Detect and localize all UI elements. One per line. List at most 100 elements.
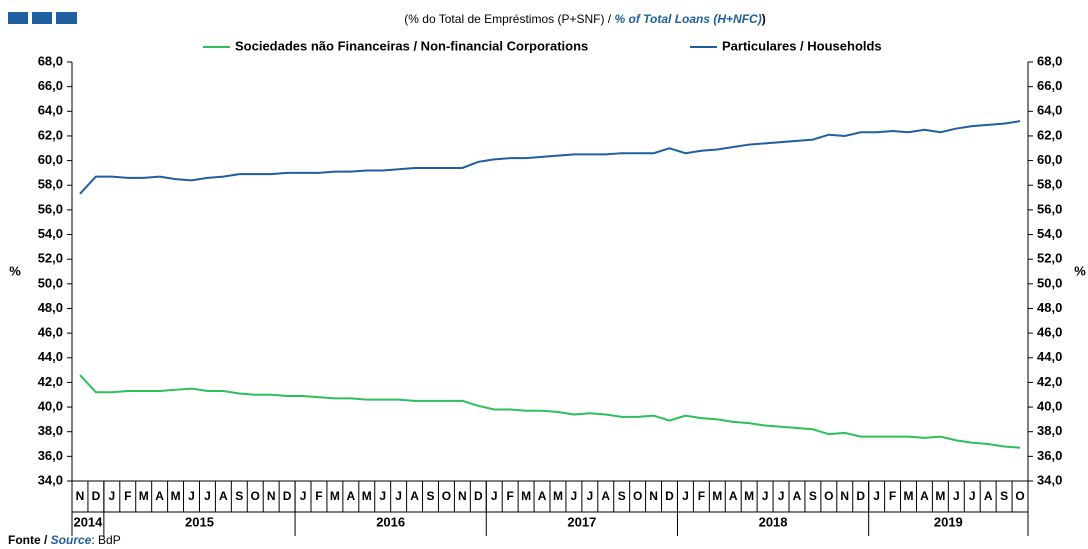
y2-tick-label: 62,0 — [1037, 127, 1062, 142]
x-tick-label: M — [330, 489, 340, 503]
y-tick-label: 40,0 — [38, 398, 63, 413]
x-tick-label: J — [395, 489, 402, 503]
year-label: 2015 — [185, 514, 214, 529]
x-tick-label: J — [300, 489, 307, 503]
x-tick-label: F — [506, 489, 513, 503]
x-tick-label: J — [204, 489, 211, 503]
y-tick-label: 62,0 — [38, 127, 63, 142]
y2-axis-label: % — [1074, 263, 1086, 278]
series-line — [79, 374, 1021, 449]
x-tick-label: J — [379, 489, 386, 503]
x-tick-label: A — [155, 489, 164, 503]
x-tick-label: A — [219, 489, 228, 503]
y2-tick-label: 36,0 — [1037, 448, 1062, 463]
x-tick-label: S — [235, 489, 243, 503]
series-line — [79, 120, 1021, 195]
x-tick-label: F — [889, 489, 896, 503]
y-tick-label: 56,0 — [38, 201, 63, 216]
x-tick-label: O — [824, 489, 833, 503]
x-tick-label: A — [729, 489, 738, 503]
year-label: 2019 — [934, 514, 963, 529]
y2-tick-label: 68,0 — [1037, 53, 1062, 68]
y2-tick-label: 46,0 — [1037, 325, 1062, 340]
y2-tick-label: 40,0 — [1037, 398, 1062, 413]
y2-tick-label: 38,0 — [1037, 423, 1062, 438]
x-tick-label: D — [474, 489, 483, 503]
y-axis-label: % — [9, 263, 21, 278]
x-tick-label: D — [283, 489, 292, 503]
y-tick-label: 42,0 — [38, 374, 63, 389]
y2-tick-label: 64,0 — [1037, 103, 1062, 118]
x-tick-label: J — [762, 489, 769, 503]
year-label: 2014 — [73, 514, 103, 529]
x-tick-label: J — [682, 489, 689, 503]
x-tick-label: M — [904, 489, 914, 503]
y-tick-label: 52,0 — [38, 251, 63, 266]
x-tick-label: A — [984, 489, 993, 503]
x-tick-label: M — [171, 489, 181, 503]
y-tick-label: 44,0 — [38, 349, 63, 364]
x-tick-label: F — [315, 489, 322, 503]
x-tick-label: J — [778, 489, 785, 503]
y-tick-label: 50,0 — [38, 275, 63, 290]
x-tick-label: M — [521, 489, 531, 503]
legend-label: Particulares / Households — [722, 38, 882, 53]
x-tick-label: J — [953, 489, 960, 503]
x-tick-label: O — [251, 489, 260, 503]
logo-block — [56, 12, 77, 24]
x-tick-label: A — [538, 489, 547, 503]
x-tick-label: O — [442, 489, 451, 503]
legend-label: Sociedades não Financeiras / Non-financi… — [235, 38, 588, 53]
x-tick-label: M — [744, 489, 754, 503]
x-tick-label: J — [873, 489, 880, 503]
y-tick-label: 34,0 — [38, 472, 63, 487]
x-tick-label: S — [618, 489, 626, 503]
x-tick-label: N — [649, 489, 658, 503]
x-tick-label: O — [1015, 489, 1024, 503]
source: Fonte / Source: BdP — [8, 533, 121, 547]
y-tick-label: 68,0 — [38, 53, 63, 68]
source-pt: Fonte / — [8, 533, 51, 547]
y-tick-label: 60,0 — [38, 152, 63, 167]
title-en: % of Total Loans (H+NFC) — [614, 12, 761, 26]
y2-tick-label: 44,0 — [1037, 349, 1062, 364]
y2-tick-label: 54,0 — [1037, 226, 1062, 241]
x-tick-label: D — [92, 489, 101, 503]
x-tick-label: A — [601, 489, 610, 503]
y2-tick-label: 34,0 — [1037, 472, 1062, 487]
year-label: 2018 — [759, 514, 788, 529]
x-tick-label: J — [969, 489, 976, 503]
logo-block — [8, 12, 28, 24]
x-tick-label: D — [665, 489, 674, 503]
logo-block — [32, 12, 52, 24]
x-tick-label: M — [935, 489, 945, 503]
y-tick-label: 66,0 — [38, 78, 63, 93]
x-tick-label: J — [491, 489, 498, 503]
y2-tick-label: 42,0 — [1037, 374, 1062, 389]
x-tick-label: N — [267, 489, 276, 503]
x-tick-label: F — [698, 489, 705, 503]
x-tick-label: M — [362, 489, 372, 503]
x-tick-label: F — [124, 489, 131, 503]
y2-tick-label: 50,0 — [1037, 275, 1062, 290]
y-tick-label: 48,0 — [38, 300, 63, 315]
y-tick-label: 36,0 — [38, 448, 63, 463]
y-tick-label: 58,0 — [38, 177, 63, 192]
x-tick-label: M — [139, 489, 149, 503]
y2-tick-label: 56,0 — [1037, 201, 1062, 216]
x-tick-label: J — [571, 489, 578, 503]
x-tick-label: N — [458, 489, 467, 503]
source-en: Source — [51, 533, 92, 547]
year-label: 2016 — [376, 514, 405, 529]
x-tick-label: D — [856, 489, 865, 503]
x-tick-label: J — [188, 489, 195, 503]
x-tick-label: A — [793, 489, 802, 503]
y2-tick-label: 66,0 — [1037, 78, 1062, 93]
x-tick-label: A — [410, 489, 419, 503]
x-tick-label: S — [809, 489, 817, 503]
y-tick-label: 46,0 — [38, 325, 63, 340]
x-tick-label: M — [712, 489, 722, 503]
y2-tick-label: 52,0 — [1037, 251, 1062, 266]
x-tick-label: M — [553, 489, 563, 503]
